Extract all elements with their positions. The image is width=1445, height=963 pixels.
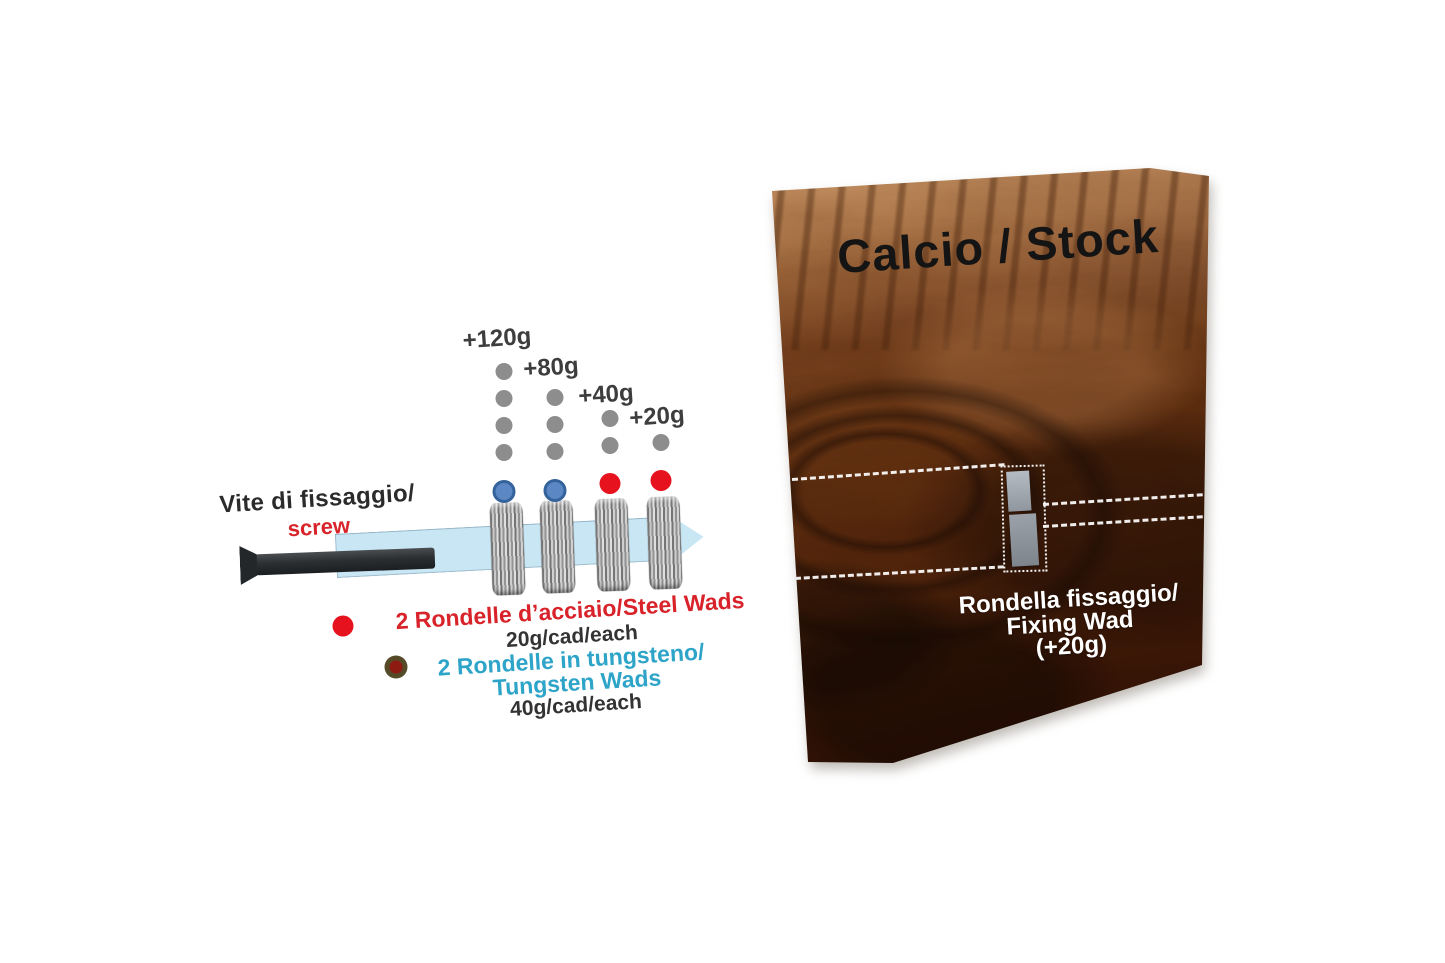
leader-dot (546, 443, 564, 460)
weight-label-plus40g: +40g (577, 379, 635, 410)
screw-icon (239, 537, 438, 587)
fixing-wad-lower-icon (1009, 513, 1040, 567)
steel-wad-dot-icon (599, 473, 621, 494)
leader-dot (495, 417, 513, 434)
screw-shaft-icon (256, 547, 436, 576)
leader-dot (495, 363, 513, 380)
weight-label-plus120g: +120g (461, 322, 533, 355)
fixing-wad-upper-icon (1006, 470, 1032, 512)
steel-wad-dot-icon (332, 615, 354, 637)
leader-dot-column (543, 389, 567, 502)
stock-panel: Calcio / Stock Rondella fissaggio/ Fixin… (770, 160, 1212, 772)
leader-dot (495, 444, 513, 461)
leader-dot-column (599, 410, 621, 494)
leader-dot (546, 416, 564, 433)
fixing-wad-outline-box (1000, 464, 1048, 573)
tungsten-wad-dot-icon (384, 655, 408, 679)
leader-dot-column (492, 363, 516, 503)
coil-wad-icon (489, 502, 526, 596)
leader-dot-column (650, 434, 672, 491)
coil-wad-icon (646, 496, 683, 590)
wood-grain-photo: Calcio / Stock Rondella fissaggio/ Fixin… (772, 168, 1209, 763)
wood-texture-overlay (772, 168, 1209, 763)
coil-wad-icon (594, 498, 631, 592)
leader-dot (601, 410, 619, 427)
leader-dot (652, 434, 670, 451)
tungsten-wad-dot-icon (492, 480, 516, 503)
steel-wad-dot-icon (650, 470, 672, 491)
leader-dot (546, 389, 564, 406)
fixing-wad-caption: Rondella fissaggio/ Fixing Wad (+20g) (958, 579, 1182, 665)
weight-label-plus20g: +20g (628, 401, 686, 432)
coil-wad-icon (539, 500, 576, 594)
tungsten-wad-dot-icon (543, 479, 567, 502)
leader-dot (495, 390, 513, 407)
weight-label-plus80g: +80g (522, 352, 580, 383)
leader-dot (601, 437, 619, 454)
